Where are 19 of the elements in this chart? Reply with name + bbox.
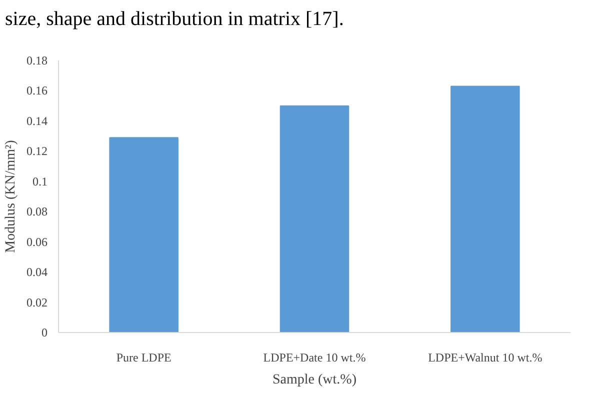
x-axis-title: Sample (wt.%): [272, 372, 357, 388]
y-tick-label: 0.1: [32, 174, 48, 188]
bar: [109, 137, 178, 332]
y-tick-label: 0.08: [26, 204, 48, 219]
y-tick-label: 0.14: [26, 114, 48, 128]
y-tick-label: 0.16: [26, 84, 48, 98]
y-tick-label: 0.02: [26, 295, 48, 310]
x-tick-label: Pure LDPE: [116, 350, 172, 364]
y-axis-title: Modulus (KN/mm²): [4, 140, 18, 253]
bar: [280, 105, 350, 332]
x-tick-label: LDPE+Walnut 10 wt.%: [428, 350, 542, 364]
text: size, shape and distribution in matrix [17].: [5, 7, 344, 32]
y-tick-label: 0.12: [26, 144, 48, 158]
bar: [450, 86, 520, 332]
y-tick-label: 0.04: [26, 265, 48, 280]
x-tick-label: LDPE+Date 10 wt.%: [263, 350, 366, 364]
y-tick-label: 0: [42, 326, 48, 340]
y-tick-label: 0.18: [26, 54, 48, 68]
y-tick-label: 0.06: [26, 234, 48, 249]
